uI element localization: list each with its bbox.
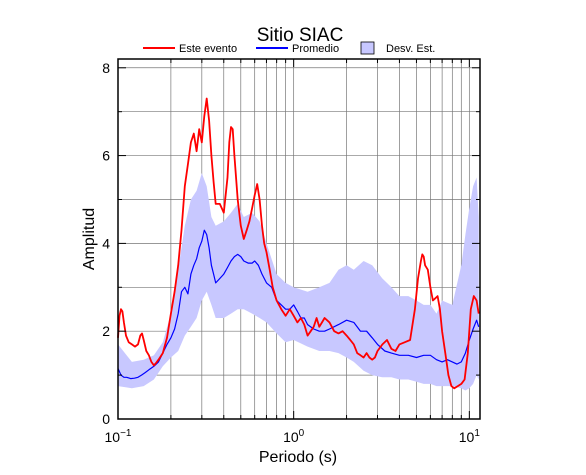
series-line-promedio <box>117 229 480 380</box>
series-line-este-evento <box>117 97 480 390</box>
std-dev-band <box>118 173 479 391</box>
legend: Este evento Promedio Desv. Est. <box>143 41 435 55</box>
x-tick-label: 100 <box>283 428 305 445</box>
y-tick-label: 4 <box>102 235 110 251</box>
x-axis-label: Periodo (s) <box>259 449 337 466</box>
legend-label: Promedio <box>292 43 339 55</box>
tick-labels: 0 2 4 6 8 10−1 100 101 <box>102 60 480 445</box>
legend-item-promedio: Promedio <box>256 43 339 55</box>
y-tick-label: 0 <box>102 411 110 427</box>
y-tick-label: 6 <box>102 148 110 164</box>
y-axis-label: Amplitud <box>81 208 98 270</box>
series-layer <box>117 97 480 390</box>
ticks <box>117 59 480 420</box>
x-tick-label: 101 <box>459 428 481 445</box>
chart-title: Sitio SIAC <box>257 25 344 46</box>
legend-item-desv-est: Desv. Est. <box>360 41 435 55</box>
plot-frame <box>117 58 481 420</box>
y-tick-label: 2 <box>102 323 110 339</box>
legend-item-este-evento: Este evento <box>143 43 237 55</box>
legend-label: Desv. Est. <box>386 43 435 55</box>
legend-swatch <box>360 41 375 55</box>
x-tick-label: 10−1 <box>105 428 132 445</box>
legend-label: Este evento <box>179 43 237 55</box>
y-tick-label: 8 <box>102 60 110 76</box>
